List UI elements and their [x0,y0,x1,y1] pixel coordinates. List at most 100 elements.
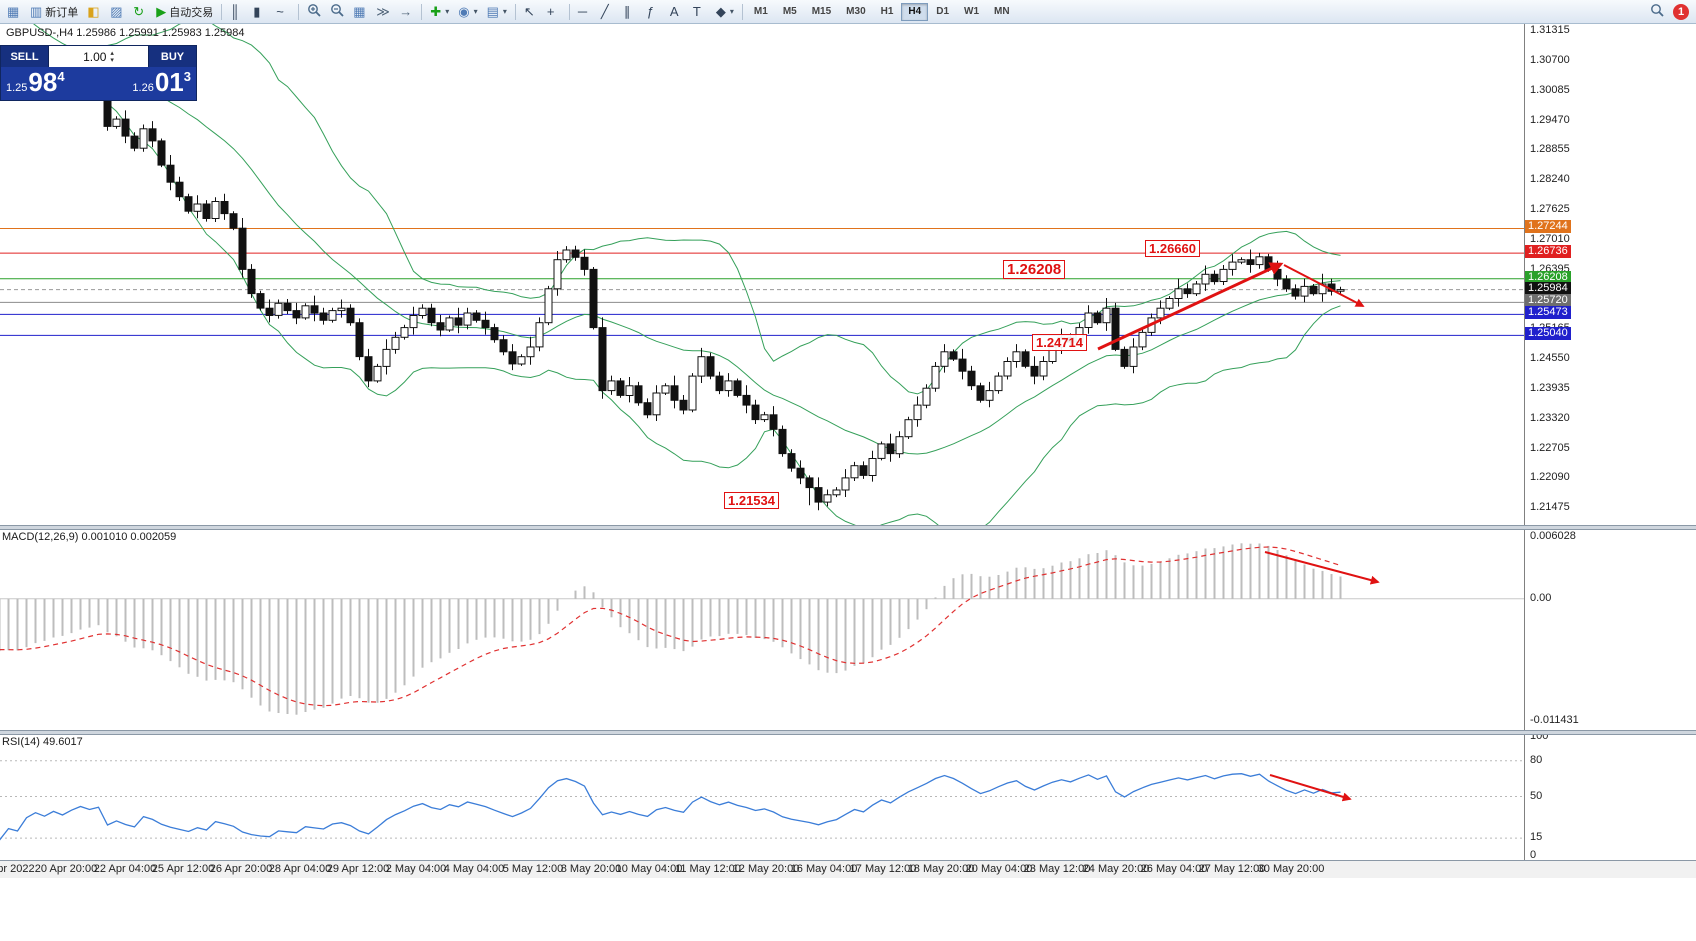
periods-button[interactable]: ◉ ▾ [454,2,481,22]
candle-body [175,181,184,198]
candle-body [625,385,634,396]
stepper-up-icon[interactable]: ▴ [110,49,114,57]
candlestick-mode-button[interactable]: ▮ [249,2,271,22]
refresh-button[interactable]: ↻ [129,2,151,22]
candle-body [535,322,544,348]
cursor-tool-button[interactable]: ↖ [520,2,542,22]
rsi-chart-canvas[interactable] [0,733,1524,860]
trendline-tool-button[interactable]: ╱ [597,2,619,22]
price-tick-label: 1.22705 [1530,442,1570,454]
price-tick-label: 1.21475 [1530,501,1570,513]
timeframe-M5[interactable]: M5 [776,3,804,21]
autotrading-button[interactable]: ▶ 自动交易 [152,2,217,22]
one-click-top-row: SELL 1.00 ▴ ▾ BUY [1,46,196,67]
candle-body [346,307,355,324]
pane-splitter[interactable] [0,525,1696,530]
chart-shift-button[interactable]: → [395,2,417,22]
candle-body [742,394,751,406]
line-chart-mode-button[interactable]: ~ [272,2,294,22]
candle-body [760,414,769,421]
time-axis-label: 12 May 20:00 [732,863,800,875]
candle-body [841,477,850,491]
candle-body [679,399,688,411]
candle-body [382,348,391,367]
shapes-tool-button[interactable]: ◆ ▾ [712,2,738,22]
zoom-in-button[interactable] [303,2,325,22]
candle-body [1282,278,1291,290]
bar-chart-mode-button[interactable]: ║ [226,2,248,22]
cursor-icon: ↖ [523,4,535,19]
candle-body [1075,327,1084,343]
candle-body [796,467,805,479]
candle-body [139,128,148,149]
fibonacci-tool-button[interactable]: ƒ [643,2,665,22]
candle-body [913,404,922,421]
candle-body [769,414,778,430]
candle-body [256,293,265,309]
new-order-button[interactable]: ▥ 新订单 [26,2,82,22]
price-axis-tag: 1.25040 [1525,327,1571,340]
new-chart-button[interactable]: ▦ [3,2,25,22]
auto-scroll-button[interactable]: ≫ [372,2,394,22]
market-watch-button[interactable]: ◧ [83,2,105,22]
candle-body [292,310,301,319]
candle-body [1174,288,1183,299]
candle-body [1111,307,1120,350]
price-tick-label: 1.30700 [1530,54,1570,66]
candle-body [1192,283,1201,295]
candle-body [193,203,202,212]
search-button[interactable] [1646,2,1668,22]
buy-button[interactable]: BUY [148,46,196,67]
candle-body [445,317,454,331]
zoom-out-button[interactable] [326,2,348,22]
candle-body [1048,346,1057,362]
price-axis-tag: 1.26736 [1525,245,1571,258]
timeframe-D1[interactable]: D1 [929,3,956,21]
price-tick-label: 1.27010 [1530,233,1570,245]
rsi-scale-label: 50 [1530,790,1543,802]
text-tool-button[interactable]: A [666,2,688,22]
candle-body [1057,336,1066,348]
chevron-down-icon: ▾ [473,7,478,16]
channel-tool-button[interactable]: ∥ [620,2,642,22]
bar-chart-icon: ║ [230,4,240,19]
timeframe-M1[interactable]: M1 [747,3,775,21]
horizontal-line-tool-button[interactable]: ─ [574,2,596,22]
candle-body [400,327,409,338]
price-chart-canvas[interactable] [0,24,1524,525]
indicators-button[interactable]: ✚ ▾ [426,2,453,22]
macd-chart-canvas[interactable] [0,528,1524,730]
price-tick-label: 1.29470 [1530,114,1570,126]
timeframe-W1[interactable]: W1 [957,3,986,21]
timeframe-M15[interactable]: M15 [805,3,838,21]
timeframe-H1[interactable]: H1 [874,3,901,21]
price-axis[interactable]: 1.31315 1.30700 1.30085 1.29470 1.28855 1.282… [1524,24,1696,860]
templates-button[interactable]: ▤ ▾ [483,2,511,22]
stepper-down-icon[interactable]: ▾ [110,56,114,64]
sell-button[interactable]: SELL [1,46,49,67]
notification-badge[interactable]: 1 [1673,3,1689,20]
candle-body [886,443,895,455]
candle-body [301,305,310,319]
time-axis-label: 8 May 20:00 [560,863,622,875]
data-window-button[interactable]: ▨ [106,2,128,22]
price-axis-tag: 1.27244 [1525,220,1571,233]
crosshair-icon: + [546,4,555,19]
label-tool-button[interactable]: T [689,2,711,22]
price-tick-label: 1.30085 [1530,84,1570,96]
timeframe-H4[interactable]: H4 [901,2,929,21]
rsi-header: RSI(14) 49.6017 [2,736,83,748]
volume-input[interactable]: 1.00 ▴ ▾ [49,46,148,67]
candle-body [958,358,967,372]
timeframe-MN[interactable]: MN [987,3,1017,21]
pane-splitter[interactable] [0,730,1696,735]
tile-windows-button[interactable]: ▦ [349,2,371,22]
candle-body [1120,348,1129,367]
volume-stepper[interactable]: ▴ ▾ [110,50,114,64]
candle-body [733,380,742,396]
crosshair-tool-button[interactable]: + [543,2,565,22]
candle-body [157,140,166,166]
timeframe-M30[interactable]: M30 [839,3,872,21]
candle-body [1165,298,1174,309]
